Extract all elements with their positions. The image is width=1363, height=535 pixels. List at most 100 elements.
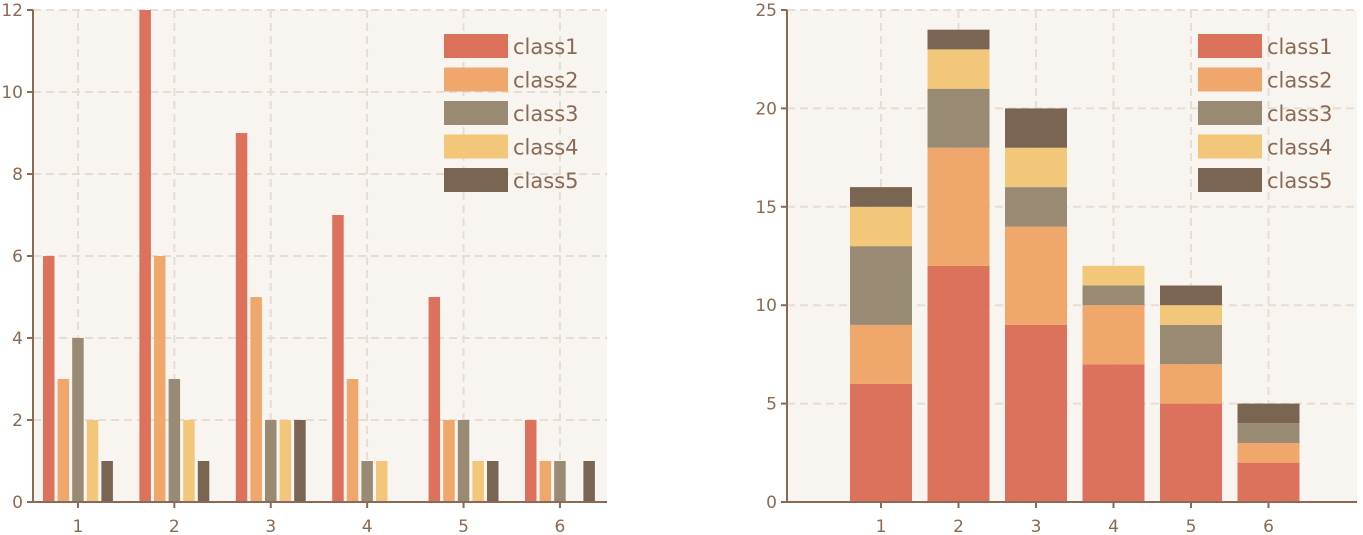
legend-label-class2: class2 — [513, 69, 579, 93]
bar-class2-2 — [154, 256, 166, 502]
x-tick-label: 3 — [1031, 517, 1042, 535]
legend-swatch-class3 — [1198, 101, 1262, 125]
bar-class4-4 — [376, 461, 388, 502]
legend-label-class3: class3 — [513, 102, 579, 126]
stack-segment-class4-3 — [1005, 147, 1067, 188]
stack-segment-class4-2 — [927, 49, 990, 89]
bar-class3-3 — [265, 420, 277, 502]
x-tick-label: 1 — [876, 517, 887, 535]
stack-segment-class5-5 — [1160, 285, 1222, 306]
stack-segment-class1-4 — [1082, 364, 1145, 502]
stack-segment-class1-6 — [1237, 462, 1300, 502]
stack-segment-class1-2 — [927, 265, 990, 502]
y-tick-label: 0 — [12, 493, 23, 513]
bar-class3-6 — [554, 461, 566, 502]
y-tick-label: 0 — [766, 493, 777, 513]
stack-segment-class2-1 — [850, 324, 912, 384]
bar-class5-3 — [294, 420, 306, 502]
stack-segment-class5-1 — [850, 187, 912, 207]
bar-class4-3 — [279, 420, 292, 502]
bar-class3-1 — [72, 338, 84, 502]
stack-segment-class3-4 — [1082, 285, 1145, 306]
bar-class5-6 — [583, 461, 595, 502]
stack-segment-class3-2 — [927, 88, 990, 148]
stack-segment-class3-5 — [1160, 324, 1222, 365]
y-tick-label: 25 — [755, 1, 777, 21]
stack-segment-class5-2 — [927, 29, 990, 50]
y-tick-label: 10 — [1, 83, 23, 103]
y-tick-label: 4 — [12, 329, 23, 349]
x-tick-label: 5 — [1186, 517, 1197, 535]
stack-segment-class3-3 — [1005, 187, 1067, 227]
y-tick-label: 10 — [755, 296, 777, 316]
bar-class4-2 — [183, 420, 195, 502]
legend-swatch-class3 — [444, 101, 508, 125]
stack-segment-class4-1 — [850, 206, 912, 247]
bar-class1-3 — [235, 133, 248, 502]
stack-segment-class3-6 — [1237, 423, 1300, 443]
bar-class2-3 — [250, 297, 262, 502]
stack-segment-class1-1 — [850, 383, 912, 502]
x-tick-label: 2 — [169, 517, 180, 535]
bar-class1-2 — [139, 10, 151, 502]
x-tick-label: 4 — [1108, 517, 1119, 535]
legend-swatch-class2 — [1198, 67, 1262, 92]
legend-label-class4: class4 — [513, 136, 579, 160]
bar-class3-5 — [457, 420, 470, 502]
x-tick-label: 5 — [458, 517, 469, 535]
x-tick-label: 4 — [362, 517, 373, 535]
legend-label-class5: class5 — [1267, 169, 1333, 193]
bar-class2-6 — [539, 461, 552, 502]
legend-swatch-class2 — [444, 67, 508, 92]
stack-segment-class5-3 — [1005, 108, 1067, 148]
y-tick-label: 2 — [12, 411, 23, 431]
y-tick-label: 20 — [755, 99, 777, 119]
legend-swatch-class5 — [1198, 168, 1262, 192]
stack-segment-class1-5 — [1160, 403, 1222, 502]
legend-label-class2: class2 — [1267, 69, 1333, 93]
x-tick-label: 6 — [1263, 517, 1274, 535]
stack-segment-class3-1 — [850, 246, 912, 325]
legend-label-class5: class5 — [513, 169, 579, 193]
x-tick-label: 3 — [265, 517, 276, 535]
y-tick-label: 5 — [766, 395, 777, 415]
bar-class4-1 — [86, 420, 99, 502]
x-tick-label: 6 — [555, 517, 566, 535]
stack-segment-class4-4 — [1082, 265, 1145, 286]
legend-label-class1: class1 — [513, 35, 579, 59]
stack-segment-class2-5 — [1160, 364, 1222, 404]
x-tick-label: 1 — [73, 517, 84, 535]
legend-label-class4: class4 — [1267, 136, 1333, 160]
y-tick-label: 12 — [1, 1, 23, 21]
y-tick-label: 15 — [755, 198, 777, 218]
bar-class5-2 — [197, 461, 210, 502]
bar-class1-1 — [43, 256, 55, 502]
bar-class2-1 — [57, 379, 70, 502]
legend-swatch-class4 — [1198, 134, 1262, 159]
stack-segment-class2-4 — [1082, 305, 1145, 365]
bar-class2-4 — [346, 379, 359, 502]
stack-segment-class2-6 — [1237, 442, 1300, 463]
stack-segment-class2-3 — [1005, 226, 1067, 325]
stack-segment-class1-3 — [1005, 324, 1067, 502]
bar-class3-2 — [168, 379, 181, 502]
y-tick-label: 6 — [12, 247, 23, 267]
stack-segment-class4-5 — [1160, 305, 1222, 325]
chart-2: 0 5 10 15 20 25 1 2 3 4 5 6 class1 class2 class3 class4… — [755, 1, 1357, 535]
x-tick-label: 2 — [953, 517, 964, 535]
stack-segment-class2-2 — [927, 147, 990, 266]
legend-swatch-class1 — [1198, 34, 1262, 58]
bar-class1-6 — [525, 420, 537, 502]
bar-class3-4 — [361, 461, 373, 502]
bar-class5-5 — [487, 461, 499, 502]
bar-class1-5 — [428, 297, 441, 502]
legend-label-class1: class1 — [1267, 35, 1333, 59]
stack-segment-class5-6 — [1237, 403, 1300, 424]
bar-class4-5 — [472, 461, 484, 502]
legend-label-class3: class3 — [1267, 102, 1333, 126]
y-tick-label: 8 — [12, 165, 23, 185]
bar-class5-1 — [101, 461, 113, 502]
